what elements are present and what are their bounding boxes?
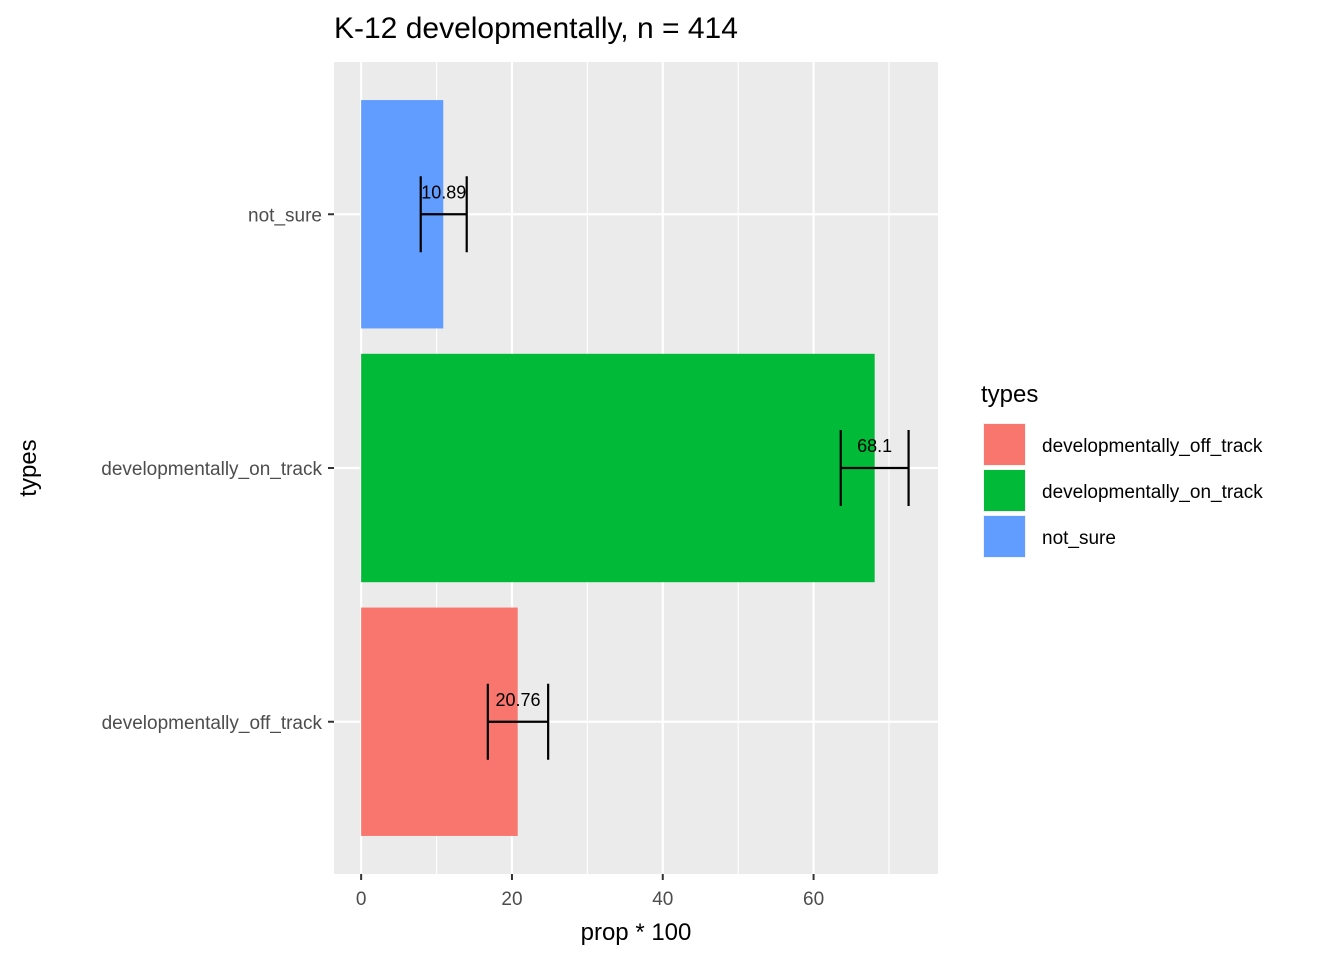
x-tick-label: 40 [652, 889, 673, 910]
legend-key-developmentally_off_track [984, 424, 1025, 465]
x-axis-title: prop * 100 [581, 919, 692, 946]
y-tick-label-developmentally_off_track: developmentally_off_track [102, 713, 323, 734]
legend-key-developmentally_on_track [984, 470, 1025, 511]
legend-label-not_sure: not_sure [1042, 528, 1116, 549]
chart-title: K-12 developmentally, n = 414 [334, 12, 738, 45]
value-labels-group: 20.76 68.1 10.89 [421, 182, 892, 710]
y-tick-label-developmentally_on_track: developmentally_on_track [101, 459, 322, 480]
error-bars-group [419, 176, 910, 760]
y-tick-label-not_sure: not_sure [248, 205, 322, 226]
legend-label-developmentally_on_track: developmentally_on_track [1042, 482, 1263, 503]
value-label-developmentally_on_track: 68.1 [857, 436, 892, 456]
error-bar-developmentally_off_track [486, 683, 550, 760]
legend-key-not_sure [984, 516, 1025, 557]
x-tick-label: 0 [356, 889, 367, 910]
y-axis-title: types [15, 439, 42, 496]
error-bar-developmentally_on_track [839, 430, 910, 506]
error-bar-not_sure [419, 176, 468, 253]
x-axis: 0 20 40 60 [356, 874, 824, 910]
value-label-developmentally_off_track: 20.76 [495, 690, 540, 710]
x-tick-label: 60 [803, 889, 824, 910]
legend-title: types [981, 381, 1038, 408]
legend-label-developmentally_off_track: developmentally_off_track [1042, 436, 1263, 457]
x-tick-label: 20 [501, 889, 522, 910]
bar-developmentally_on_track [361, 353, 875, 583]
y-axis: developmentally_off_track developmentally… [101, 205, 334, 734]
legend: types developmentally_off_track developme… [981, 381, 1263, 558]
value-label-not_sure: 10.89 [421, 182, 466, 202]
